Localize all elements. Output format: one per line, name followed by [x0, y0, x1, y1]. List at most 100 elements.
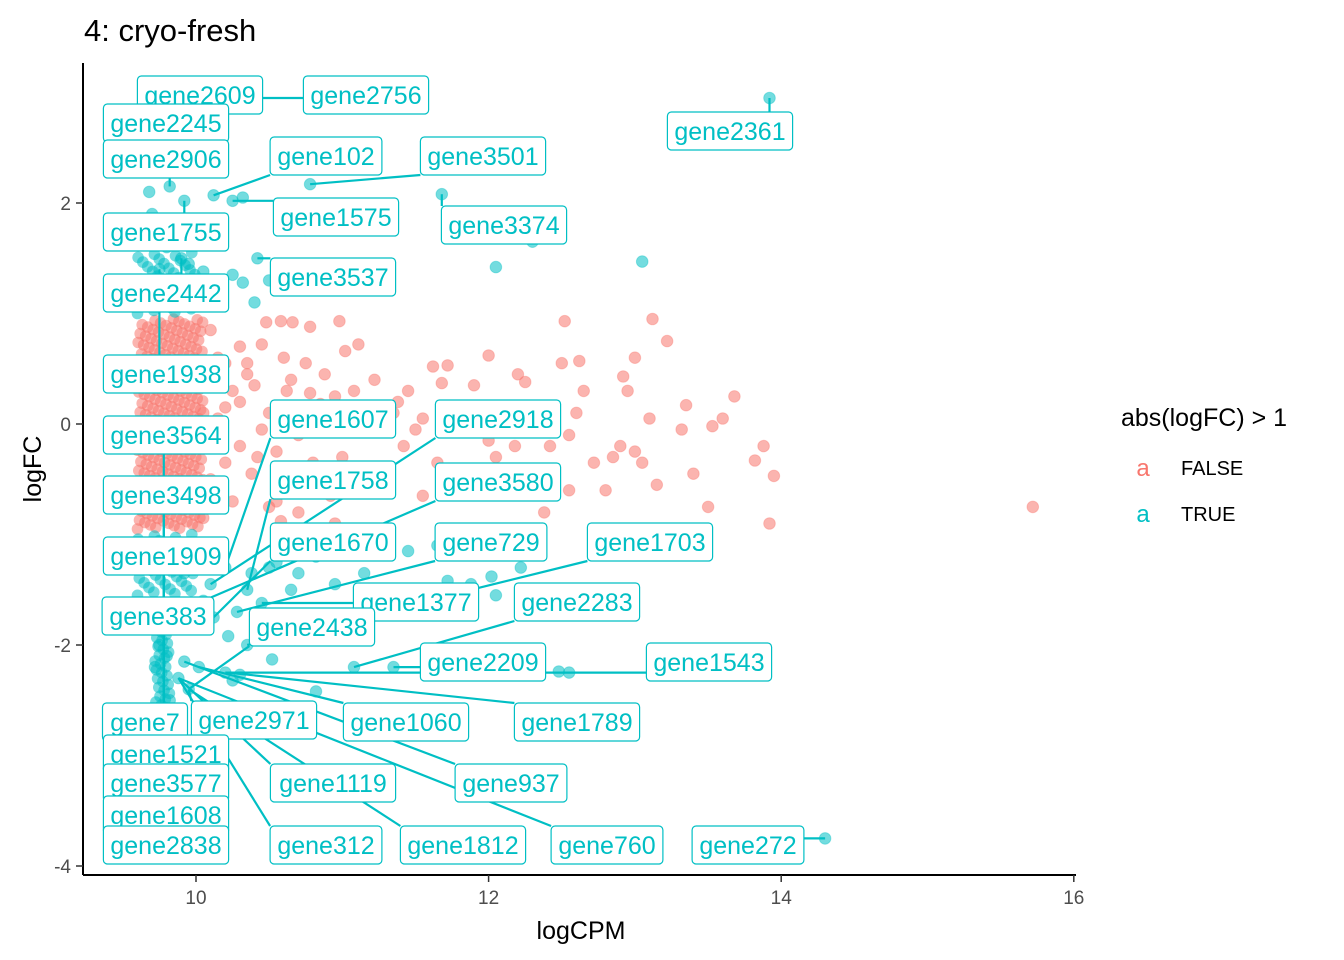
data-point-false: [643, 412, 656, 425]
data-point-false: [397, 439, 411, 453]
data-point-false: [628, 351, 642, 365]
gene-label: gene2438: [248, 607, 376, 647]
data-point-false: [701, 500, 715, 514]
data-point-false: [606, 450, 620, 464]
legend-key-glyph: a: [1136, 455, 1150, 482]
gene-label-box: [269, 825, 383, 865]
data-point-false: [255, 338, 269, 351]
gene-label-box: [645, 642, 773, 682]
data-point-false: [577, 384, 591, 398]
data-point-false: [409, 423, 422, 436]
gene-label-box: [248, 607, 376, 647]
gene-label-text: gene2283: [521, 589, 632, 617]
gene-label-text: gene3498: [110, 482, 221, 510]
data-point-false: [767, 469, 781, 483]
gene-label: gene272: [691, 825, 805, 865]
gene-label: gene2838: [102, 825, 230, 865]
gene-label: gene383: [101, 596, 215, 636]
data-point-false: [646, 312, 659, 326]
legend-entries: a FALSE a TRUE: [1136, 455, 1243, 528]
data-point-false: [558, 314, 572, 328]
gene-label-text: gene3580: [442, 469, 553, 497]
data-point-true: [292, 566, 305, 580]
gene-label-text: gene1755: [110, 219, 221, 247]
data-point-false: [368, 373, 381, 387]
data-point-false: [133, 514, 146, 526]
data-point-true: [169, 250, 182, 262]
label-connector: [183, 660, 456, 766]
gene-label-box: [101, 596, 215, 636]
gene-label: gene3564: [102, 415, 230, 455]
gene-label: gene760: [550, 825, 664, 865]
gene-label-text: gene1119: [279, 770, 387, 798]
gene-label-text: gene2906: [110, 146, 221, 174]
data-point-true: [265, 653, 279, 666]
data-point-false: [518, 375, 532, 389]
data-point-false: [570, 406, 583, 420]
gene-label-text: gene1789: [521, 709, 632, 737]
x-tick-label: 12: [478, 888, 499, 909]
data-point-true: [514, 561, 528, 574]
gene-label: gene2245: [102, 103, 230, 143]
label-connector: [224, 437, 272, 568]
data-point-false: [240, 368, 254, 381]
gene-label-box: [342, 702, 470, 742]
data-point-false: [482, 349, 495, 362]
data-point-false: [219, 456, 232, 470]
gene-label: gene1909: [102, 536, 230, 576]
data-point-true: [489, 260, 503, 274]
gene-label-box: [269, 257, 397, 297]
gene-label: gene2906: [102, 139, 230, 179]
label-connector: [188, 645, 251, 691]
gene-label: gene729: [434, 522, 548, 562]
data-point-false: [292, 506, 305, 519]
label-connector: [198, 666, 344, 705]
data-point-false: [240, 356, 254, 370]
data-point-false: [650, 478, 664, 492]
data-point-true: [248, 296, 261, 309]
data-point-false: [562, 484, 576, 497]
gene-label-text: gene1543: [653, 649, 764, 677]
gene-label-text: gene1909: [110, 543, 221, 571]
x-axis-ticks: 10 12 14 16: [185, 875, 1084, 909]
gene-label-box: [269, 399, 397, 439]
data-point-false: [467, 379, 481, 392]
data-point-false: [259, 316, 273, 329]
gene-label: gene2442: [102, 273, 230, 313]
data-point-false: [728, 390, 741, 403]
gene-label-box: [666, 111, 794, 151]
gene-label-box: [269, 136, 383, 176]
gene-label-box: [102, 273, 230, 313]
gene-label-box: [550, 825, 664, 865]
data-point-false: [416, 412, 430, 425]
data-point-false: [284, 373, 298, 387]
data-point-true: [236, 276, 250, 289]
gene-label-text: gene2971: [198, 707, 309, 735]
data-point-true: [132, 251, 144, 264]
data-point-true: [142, 185, 156, 199]
data-point-false: [562, 428, 576, 442]
data-point-false: [1026, 500, 1040, 514]
gene-label-box: [272, 197, 400, 237]
gene-label-text: gene3501: [427, 143, 538, 171]
label-connector: [228, 671, 515, 705]
gene-label-box: [102, 536, 230, 576]
data-point-false: [616, 370, 630, 383]
gene-label-text: gene3374: [448, 212, 559, 240]
data-point-true: [489, 589, 503, 602]
gene-label-box: [399, 825, 527, 865]
gene-label: gene2361: [666, 111, 794, 151]
data-point-false: [233, 340, 247, 353]
gene-label: gene2918: [434, 399, 562, 439]
gene-label-text: gene1607: [277, 406, 388, 434]
gene-label: gene1575: [272, 197, 400, 237]
gene-label-text: gene1670: [277, 529, 388, 557]
gene-label-text: gene3564: [110, 422, 221, 450]
gene-label: gene1938: [102, 354, 230, 394]
gene-label: gene1543: [645, 642, 773, 682]
gene-label-text: gene1575: [280, 204, 391, 232]
data-point-false: [555, 356, 569, 370]
gene-label-text: gene1377: [360, 589, 471, 617]
gene-label-box: [102, 139, 230, 179]
gene-label-text: gene3537: [277, 264, 388, 292]
